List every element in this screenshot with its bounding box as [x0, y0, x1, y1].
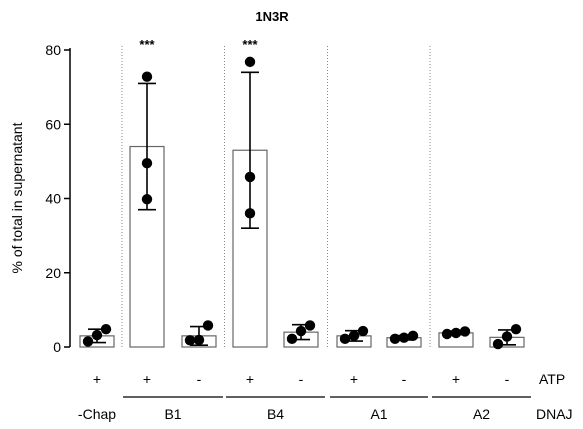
dnaj-row-label: DNAJ — [536, 406, 573, 422]
data-point — [82, 336, 94, 347]
atp-label: - — [505, 371, 510, 387]
significance-label: *** — [242, 37, 258, 52]
atp-label: + — [452, 371, 460, 387]
data-point — [141, 194, 153, 205]
data-points — [82, 56, 522, 350]
data-point — [184, 335, 196, 346]
y-tick-label: 20 — [45, 265, 61, 281]
data-point — [407, 330, 419, 342]
data-point — [100, 323, 112, 335]
data-point — [441, 328, 453, 340]
y-tick-label: 40 — [45, 191, 61, 207]
data-point — [339, 333, 351, 345]
data-point — [450, 327, 462, 339]
atp-label: - — [299, 371, 304, 387]
atp-row: + + - + - + - + - ATP — [93, 371, 565, 387]
data-point — [193, 334, 205, 346]
data-point — [244, 171, 256, 183]
dnaj-group-label: B1 — [164, 406, 181, 422]
data-point — [202, 320, 214, 331]
data-point — [501, 331, 513, 342]
data-point — [141, 158, 153, 169]
atp-label: + — [350, 371, 358, 387]
data-point — [348, 330, 360, 342]
significance-labels: *** *** — [139, 37, 258, 52]
dnaj-group-label: A2 — [473, 406, 490, 422]
y-tick-label: 0 — [53, 339, 61, 355]
dnaj-row: -Chap B1 B4 A1 A2 DNAJ — [78, 396, 573, 422]
data-point — [304, 320, 316, 331]
data-point — [510, 323, 522, 335]
atp-row-label: ATP — [539, 371, 565, 387]
atp-label: + — [246, 371, 254, 387]
dnaj-group-label: B4 — [267, 406, 284, 422]
y-axis: 0 20 40 60 80 — [45, 42, 71, 355]
data-point — [244, 208, 256, 219]
data-point — [91, 329, 103, 341]
group-dividers — [121, 46, 431, 347]
y-axis-label: % of total in supernatant — [9, 122, 25, 273]
dnaj-group-label: A1 — [370, 406, 387, 422]
data-point — [141, 71, 153, 82]
atp-label: - — [197, 371, 202, 387]
data-point — [295, 325, 307, 337]
y-tick-label: 80 — [45, 42, 61, 58]
atp-label: - — [402, 371, 407, 387]
atp-label: + — [143, 371, 151, 387]
data-point — [398, 332, 410, 343]
dnaj-group-label: -Chap — [78, 406, 116, 422]
data-point — [244, 56, 256, 68]
atp-label: + — [93, 371, 101, 387]
significance-label: *** — [139, 37, 155, 52]
data-point — [492, 338, 504, 350]
y-tick-label: 60 — [45, 116, 61, 132]
data-point — [389, 333, 401, 345]
data-point — [459, 326, 471, 337]
data-point — [357, 325, 369, 337]
data-point — [286, 333, 298, 345]
chart-title: 1N3R — [255, 9, 289, 24]
